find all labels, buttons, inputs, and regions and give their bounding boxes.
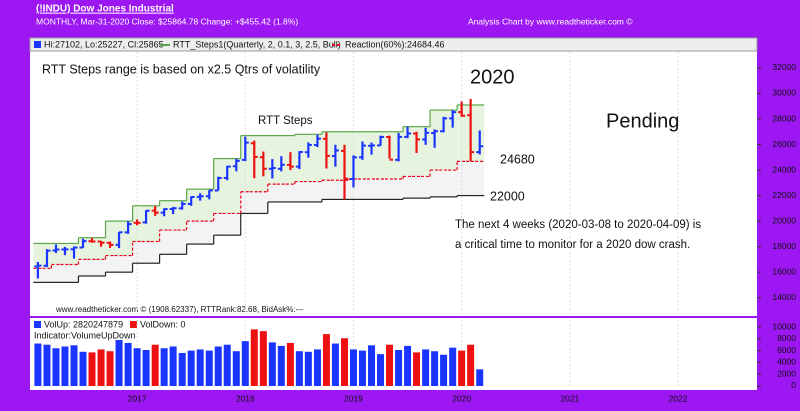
volume-bar	[476, 369, 484, 386]
volume-bar	[395, 350, 403, 386]
volume-bar	[205, 350, 213, 386]
volume-bar	[79, 351, 87, 386]
volume-bar	[241, 341, 249, 386]
volume-bar	[458, 350, 466, 386]
volume-bar	[250, 329, 258, 386]
volume-bar	[413, 352, 421, 386]
volume-bar	[97, 349, 105, 386]
volume-bar	[151, 344, 159, 386]
legend-swatch	[130, 321, 137, 328]
volume-bar	[404, 345, 412, 386]
volume-bar	[115, 339, 123, 386]
volume-bar	[34, 343, 42, 386]
y-tick-label: 2000	[777, 368, 796, 378]
footer: www.readtheticker.com © (1908.62337), RT…	[55, 305, 304, 314]
volume-bar	[467, 344, 475, 386]
y-tick-label: 24000	[772, 164, 796, 174]
y-tick-label: 14000	[772, 292, 796, 302]
volume-bar	[124, 342, 132, 386]
volume-bar	[133, 348, 141, 386]
volume-bar	[169, 346, 177, 386]
volume-bar	[61, 346, 69, 386]
volume-bar	[304, 351, 312, 386]
volume-panel	[30, 318, 757, 390]
volume-bar	[187, 350, 195, 386]
x-tick-label: 2021	[560, 393, 579, 403]
y-tick-label: 0	[791, 380, 796, 390]
volume-bar	[340, 338, 348, 386]
y-tick-label: 6000	[777, 345, 796, 355]
volume-bar	[440, 354, 448, 386]
volume-bar	[431, 351, 439, 386]
band-fill	[33, 161, 485, 283]
info: MONTHLY, Mar-31-2020 Close: $25864.78 Ch…	[36, 16, 298, 26]
x-tick-label: 2022	[669, 393, 688, 403]
indicator-label: Indicator:VolumeUpDown	[34, 330, 136, 340]
credit: Analysis Chart by www.readtheticker.com …	[468, 16, 633, 26]
annotation: 22000	[490, 189, 525, 203]
volume-bar	[214, 346, 222, 386]
volume-bar	[277, 345, 285, 386]
y-tick-label: 28000	[772, 113, 796, 123]
x-tick-label: 2020	[452, 393, 471, 403]
y-tick-label: 18000	[772, 241, 796, 251]
legend-label: RTT_Steps1(Quarterly, 2, 0.1, 3, 2.5, Bu…	[173, 39, 341, 49]
volume-bar	[295, 351, 303, 386]
volume-bar	[368, 345, 376, 386]
volume-bar	[178, 352, 186, 386]
legend-swatch	[34, 321, 41, 328]
volume-bar	[232, 351, 240, 386]
y-tick-label: 32000	[772, 62, 796, 72]
volume-bar	[385, 344, 393, 386]
volume-bar	[349, 349, 357, 386]
volume-bar	[322, 334, 330, 386]
x-tick-label: 2017	[128, 393, 147, 403]
annotation: RTT Steps	[258, 115, 313, 127]
volume-bar	[313, 349, 321, 386]
volume-bar	[286, 342, 294, 386]
volume-bar	[259, 331, 267, 386]
x-tick-label: 2019	[344, 393, 363, 403]
volume-bar	[43, 344, 51, 386]
y-tick-label: 16000	[772, 266, 796, 276]
y-tick-label: 10000	[772, 321, 796, 331]
annotation: 2020	[470, 66, 515, 88]
volume-bar	[377, 354, 385, 386]
y-tick-label: 20000	[772, 215, 796, 225]
y-tick-label: 26000	[772, 139, 796, 149]
y-tick-label: 8000	[777, 333, 796, 343]
legend-swatch	[34, 41, 41, 48]
volume-bar	[422, 349, 430, 386]
legend-label: Hi:27102, Lo:25227, Cl:25865	[44, 39, 164, 49]
y-tick-label: 30000	[772, 88, 796, 98]
volume-bar	[449, 347, 457, 386]
volume-bar	[106, 351, 114, 386]
volume-bar	[88, 352, 96, 386]
volume-bar	[70, 345, 78, 386]
volume-bar	[358, 350, 366, 386]
step-connector	[50, 161, 458, 269]
annotation: 24680	[500, 152, 535, 166]
volume-bar	[52, 348, 60, 386]
legend-label: VolUp: 2820247879	[44, 319, 123, 329]
legend-label: Reaction(60%):24684.46	[345, 39, 445, 49]
annotation: a critical time to monitor for a 2020 do…	[455, 239, 690, 251]
x-tick-label: 2018	[236, 393, 255, 403]
legend-label: VolDown: 0	[140, 319, 186, 329]
volume-bar	[331, 343, 339, 386]
chart-title: (!INDU) Dow Jones Industrial	[36, 4, 174, 15]
volume-bar	[160, 348, 168, 386]
annotation: The next 4 weeks (2020-03-08 to 2020-04-…	[455, 219, 701, 231]
volume-bar	[223, 344, 231, 386]
y-tick-label: 22000	[772, 190, 796, 200]
volume-bar	[196, 349, 204, 386]
y-tick-label: 4000	[777, 357, 796, 367]
annotation: Pending	[606, 110, 679, 132]
annotation: RTT Steps range is based on x2.5 Qtrs of…	[42, 62, 321, 76]
volume-bar	[268, 342, 276, 386]
volume-bar	[142, 350, 150, 386]
legend-bar	[29, 37, 758, 52]
